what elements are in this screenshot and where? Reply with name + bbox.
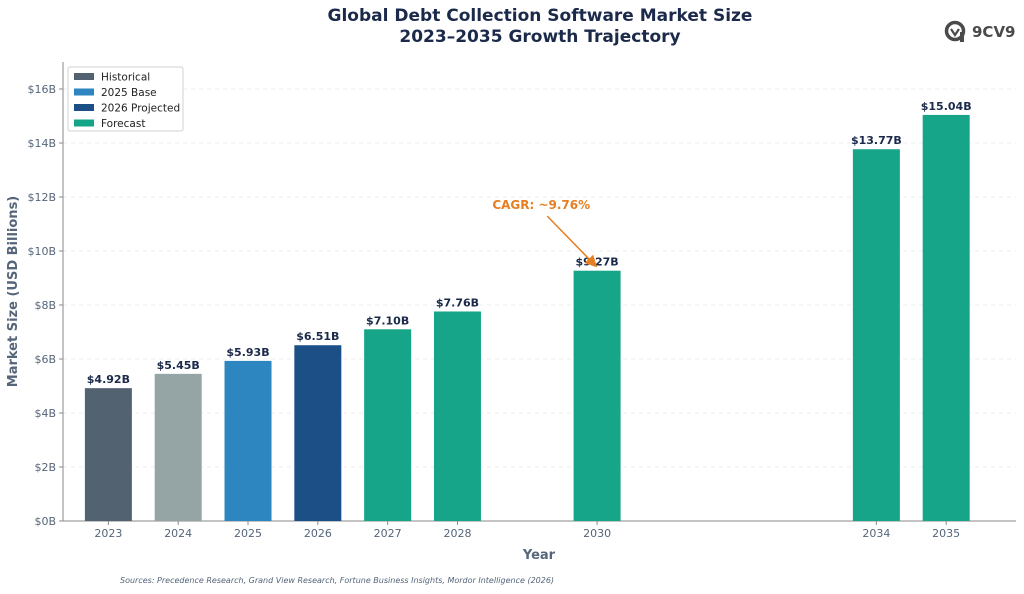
- bar-2035: [922, 114, 970, 522]
- bar-2027: [364, 329, 412, 521]
- cagr-annotation: CAGR: ~9.76%: [492, 198, 590, 212]
- bar-2028: [433, 311, 481, 521]
- x-tick-label: 2028: [443, 527, 471, 540]
- bar-2030: [573, 270, 621, 521]
- bar-value-label: $5.45B: [157, 359, 200, 372]
- legend-swatch: [74, 88, 94, 96]
- legend-swatch: [74, 73, 94, 80]
- brand-logo: 9CV9: [944, 20, 1016, 44]
- y-tick-label: $10B: [27, 245, 56, 258]
- bar-2025: [224, 360, 272, 521]
- y-tick-label: $16B: [27, 83, 56, 96]
- chart-title: Global Debt Collection Software Market S…: [0, 6, 1024, 48]
- y-tick-label: $12B: [27, 191, 56, 204]
- bar-2023: [84, 388, 132, 521]
- bar-value-label: $15.04B: [921, 100, 972, 113]
- 9cv9-logo-icon: [944, 20, 966, 42]
- bar-value-label: $7.10B: [366, 314, 409, 327]
- x-tick-label: 2027: [374, 527, 402, 540]
- x-axis-label: Year: [522, 548, 556, 563]
- y-tick-label: $2B: [34, 461, 56, 474]
- bar-value-label: $13.77B: [851, 134, 902, 147]
- x-tick-label: 2035: [932, 527, 960, 540]
- x-tick-label: 2023: [94, 527, 122, 540]
- x-tick-label: 2026: [304, 527, 332, 540]
- bar-value-label: $5.93B: [226, 346, 269, 359]
- bar-2024: [154, 373, 202, 521]
- source-note: Sources: Precedence Research, Grand View…: [120, 576, 555, 585]
- y-tick-label: $14B: [27, 137, 56, 150]
- x-tick-label: 2034: [862, 527, 890, 540]
- y-tick-label: $8B: [34, 299, 56, 312]
- legend-box: [67, 66, 184, 132]
- bar-2026: [294, 345, 342, 521]
- y-tick-label: $0B: [34, 515, 56, 528]
- legend-label: 2026 Projected: [101, 103, 180, 115]
- x-tick-label: 2024: [164, 527, 192, 540]
- bar-value-label: $4.92B: [87, 373, 130, 386]
- bar-value-label: $6.51B: [296, 330, 339, 343]
- y-axis-label: Market Size (USD Billions): [6, 196, 21, 387]
- chart-title-line-2: 2023–2035 Growth Trajectory: [399, 27, 681, 47]
- legend-label: Forecast: [101, 118, 145, 130]
- bar-2034: [852, 149, 900, 521]
- cagr-arrow: [546, 215, 598, 268]
- y-tick-label: $6B: [34, 353, 56, 366]
- legend-label: Historical: [101, 72, 150, 84]
- y-tick-label: $4B: [34, 407, 56, 420]
- x-tick-label: 2025: [234, 527, 262, 540]
- logo-text: 9CV9: [972, 23, 1016, 41]
- legend-label: 2025 Base: [101, 87, 157, 99]
- chart-title-line-1: Global Debt Collection Software Market S…: [327, 6, 753, 26]
- legend-swatch: [74, 119, 94, 127]
- bar-value-label: $7.76B: [436, 296, 479, 309]
- x-tick-label: 2030: [583, 527, 611, 540]
- legend-swatch: [74, 104, 94, 111]
- bar-value-label: $9.27B: [576, 256, 619, 269]
